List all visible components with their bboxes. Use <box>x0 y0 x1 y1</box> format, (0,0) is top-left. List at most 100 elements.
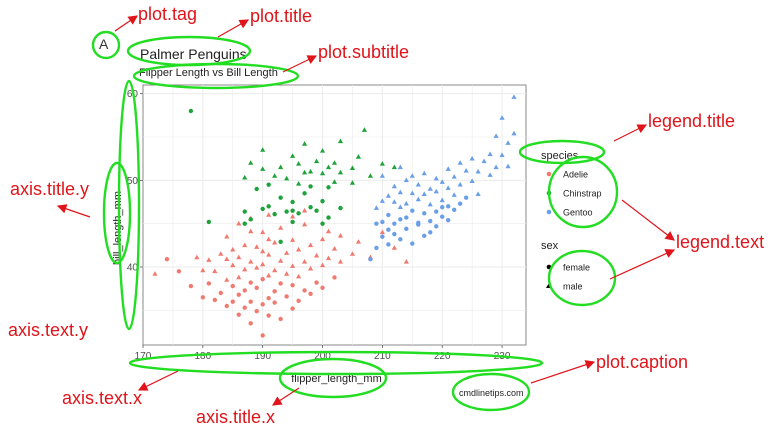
point-adelie-male <box>200 267 206 273</box>
arrow-axis-title-x <box>271 387 300 406</box>
point-gentoo-male <box>427 186 433 191</box>
point-gentoo-male <box>397 204 403 209</box>
highlight-plot-title <box>126 35 252 67</box>
point-chinstrap-female <box>308 184 313 189</box>
plot-subtitle: Flipper Length vs Bill Length <box>139 67 278 79</box>
point-adelie-male <box>260 248 266 254</box>
point-chinstrap-female <box>290 219 295 225</box>
point-adelie-female <box>224 303 229 309</box>
point-adelie-male <box>224 277 230 282</box>
legend-label-chinstrap: Chinstrap <box>563 189 602 199</box>
point-adelie-male <box>301 259 308 264</box>
point-gentoo-male <box>391 183 397 189</box>
point-adelie-female <box>332 275 337 280</box>
arrow-axis-title-y <box>56 204 91 218</box>
point-chinstrap-male <box>260 166 266 171</box>
point-chinstrap-male <box>337 138 344 144</box>
point-adelie-male <box>230 246 236 252</box>
point-gentoo-female <box>434 224 439 229</box>
point-gentoo-male <box>433 175 439 181</box>
plot-title: Palmer Penguins <box>140 46 247 62</box>
point-gentoo-male <box>493 164 499 170</box>
point-adelie-male <box>248 259 254 264</box>
arrow-legend-title <box>613 124 648 142</box>
point-adelie-female <box>260 276 265 282</box>
point-gentoo-male <box>439 179 445 184</box>
point-gentoo-female <box>374 245 379 251</box>
point-gentoo-male <box>511 130 517 136</box>
point-gentoo-male <box>487 172 493 177</box>
point-adelie-male <box>272 267 278 273</box>
point-gentoo-female <box>392 231 397 237</box>
point-adelie-male <box>337 259 344 264</box>
point-gentoo-male <box>475 191 481 196</box>
point-chinstrap-female <box>242 209 247 214</box>
point-gentoo-female <box>440 205 445 210</box>
point-gentoo-female <box>463 195 469 200</box>
point-chinstrap-male <box>337 169 344 175</box>
point-gentoo-male <box>487 151 493 157</box>
point-gentoo-male <box>451 192 457 197</box>
point-gentoo-male <box>373 205 379 210</box>
point-adelie-male <box>290 237 296 242</box>
point-chinstrap-female <box>302 191 307 196</box>
point-chinstrap-female <box>266 182 271 187</box>
point-adelie-male <box>307 265 314 271</box>
plot-tag: A <box>99 36 109 52</box>
arrow-plot-subtitle <box>282 55 318 73</box>
point-adelie-male <box>295 246 302 252</box>
point-adelie-female <box>242 305 247 310</box>
point-chinstrap-female <box>272 211 277 217</box>
point-adelie-female <box>284 294 289 299</box>
point-chinstrap-female <box>242 221 247 226</box>
point-adelie-male <box>236 220 242 226</box>
point-gentoo-male <box>379 173 385 178</box>
point-gentoo-female <box>398 237 403 242</box>
point-chinstrap-male <box>307 168 314 174</box>
point-adelie-female <box>320 285 325 290</box>
highlight-axis-text-y <box>117 79 141 331</box>
point-adelie-male <box>278 258 284 263</box>
point-gentoo-male <box>421 191 427 196</box>
y-tick-label: 40 <box>127 263 139 274</box>
point-gentoo-male <box>499 115 505 120</box>
point-gentoo-male <box>505 163 511 169</box>
point-adelie-male <box>325 228 332 234</box>
point-gentoo-male <box>415 196 421 202</box>
point-adelie-male <box>284 250 290 255</box>
y-tick-label: 50 <box>127 176 139 187</box>
arrow-plot-caption <box>530 360 596 384</box>
point-chinstrap-male <box>361 127 368 132</box>
point-adelie-female <box>302 288 307 293</box>
point-adelie-female <box>266 296 271 301</box>
point-gentoo-female <box>404 215 409 220</box>
point-gentoo-male <box>469 155 475 161</box>
point-adelie-male <box>391 245 397 250</box>
point-chinstrap-female <box>266 204 271 209</box>
point-chinstrap-female <box>326 185 331 190</box>
point-adelie-female <box>200 295 206 300</box>
point-adelie-male <box>230 262 236 268</box>
point-adelie-female <box>242 288 247 293</box>
x-tick-label: 200 <box>314 351 331 362</box>
point-adelie-male <box>194 254 200 260</box>
annotation-plot-subtitle: plot.subtitle <box>318 42 410 62</box>
point-adelie-male <box>319 262 326 268</box>
point-adelie-male <box>325 255 332 261</box>
point-gentoo-female <box>404 226 409 232</box>
point-gentoo-female <box>410 241 415 246</box>
point-gentoo-male <box>457 160 463 165</box>
annotation-plot-tag: plot.tag <box>138 4 198 24</box>
point-gentoo-female <box>446 204 451 209</box>
point-adelie-female <box>248 280 253 285</box>
legend-label-gentoo: Gentoo <box>563 208 593 218</box>
point-chinstrap-male <box>272 173 278 178</box>
point-gentoo-female <box>416 220 421 225</box>
point-chinstrap-male <box>319 148 326 153</box>
point-gentoo-male <box>451 174 457 179</box>
legend-title-species: species <box>541 150 579 162</box>
point-adelie-male <box>349 251 356 256</box>
point-adelie-female <box>272 289 277 294</box>
legend-key-gentoo <box>546 209 552 215</box>
